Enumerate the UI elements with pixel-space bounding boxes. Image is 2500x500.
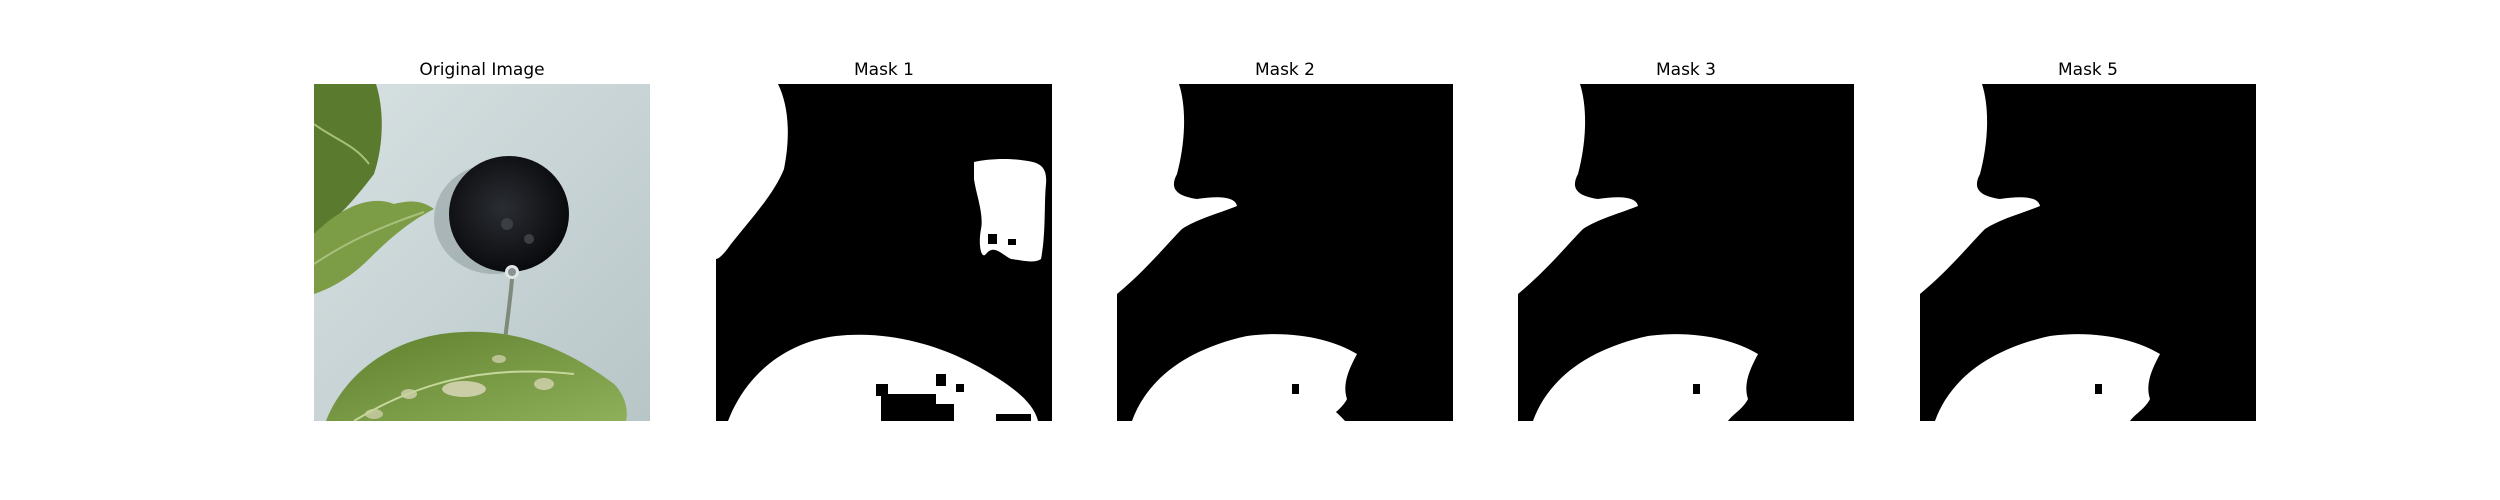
mask-2-image	[1117, 84, 1453, 421]
mask-3-panel: Mask 3	[1518, 60, 1854, 421]
panel-title-mask-3: Mask 3	[1655, 60, 1716, 80]
mask-2-panel: Mask 2	[1117, 60, 1453, 421]
mask-3-image	[1518, 84, 1854, 421]
panel-title-original: Original Image	[419, 60, 545, 80]
mask-1-panel: Mask 1	[716, 60, 1052, 421]
original-image-panel: Original Image	[314, 60, 650, 421]
panel-title-mask-5: Mask 5	[2057, 60, 2118, 80]
panel-title-mask-2: Mask 2	[1254, 60, 1315, 80]
original-photo	[314, 84, 650, 421]
panel-title-mask-1: Mask 1	[853, 60, 914, 80]
mask-5-panel: Mask 5	[1920, 60, 2256, 421]
mask-1-image	[716, 84, 1052, 421]
mask-5-image	[1920, 84, 2256, 421]
